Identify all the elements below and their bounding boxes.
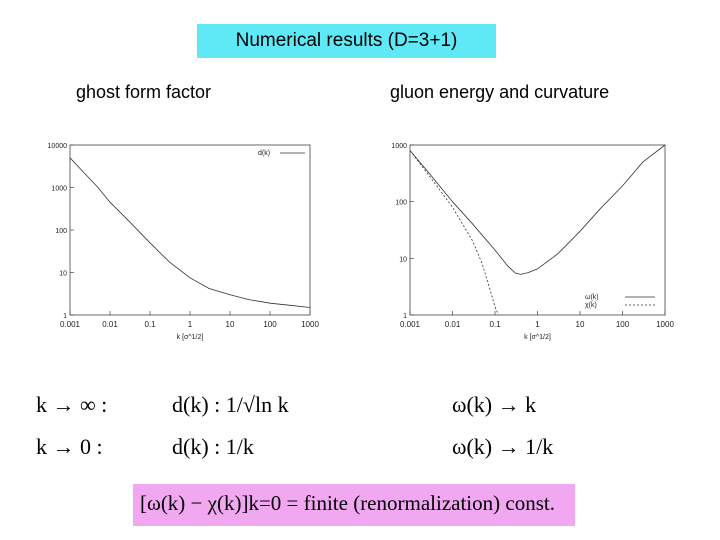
x-tick-label: 0.01 (102, 320, 118, 329)
y-tick-label: 100 (55, 228, 67, 235)
x-tick-label: 1 (535, 320, 540, 329)
y-tick-label: 10000 (48, 143, 68, 150)
x-tick-label: 0.1 (489, 320, 501, 329)
plot-frame (69, 144, 311, 316)
y-tick-label: 10 (399, 256, 407, 263)
x-tick-label: 10 (576, 320, 585, 329)
left-panel-heading: ghost form factor (76, 82, 212, 102)
series-line (409, 144, 666, 275)
x-tick-label: 10 (226, 320, 235, 329)
series-line (409, 150, 499, 316)
formula-k-infinity: k → ∞ : (36, 392, 108, 417)
y-tick-label: 1000 (391, 143, 407, 150)
formula-d-k-large: d(k) : 1/√ln k (172, 392, 289, 417)
x-axis-label: k [σ^1/2] (524, 334, 551, 341)
formula-k-zero: k → 0 : (36, 434, 103, 459)
x-tick-label: 0.01 (445, 320, 461, 329)
formula-omega-k-large: ω(k) → k (452, 392, 537, 417)
legend-label: χ(k) (585, 302, 597, 309)
x-tick-label: 1000 (301, 320, 319, 329)
x-tick-label: 1000 (656, 320, 674, 329)
y-tick-label: 1000 (51, 186, 67, 193)
right-panel-heading: gluon energy and curvature (390, 82, 610, 102)
x-tick-label: 0.001 (400, 320, 421, 329)
x-tick-label: 100 (616, 320, 630, 329)
formula-d-k-small: d(k) : 1/k (172, 434, 254, 459)
x-tick-label: 0.1 (144, 320, 156, 329)
y-tick-label: 100 (395, 200, 407, 207)
page-title: Numerical results (D=3+1) (197, 24, 496, 58)
y-tick-label: 1 (63, 313, 67, 320)
renormalization-formula: [ω(k) − χ(k)]k=0 = finite (renormalizati… (140, 491, 555, 515)
series-line (69, 157, 311, 308)
plot-frame (409, 144, 666, 316)
y-tick-label: 10 (59, 271, 67, 278)
legend-label: ω(k) (585, 294, 599, 301)
y-tick-label: 1 (403, 313, 407, 320)
formula-omega-k-small: ω(k) → 1/k (452, 434, 554, 459)
renormalization-box (133, 484, 575, 526)
x-tick-label: 0.001 (60, 320, 81, 329)
legend-label: d(k) (258, 150, 270, 157)
x-axis-label: k [σ^1/2] (177, 334, 204, 341)
x-tick-label: 1 (188, 320, 193, 329)
x-tick-label: 100 (263, 320, 277, 329)
